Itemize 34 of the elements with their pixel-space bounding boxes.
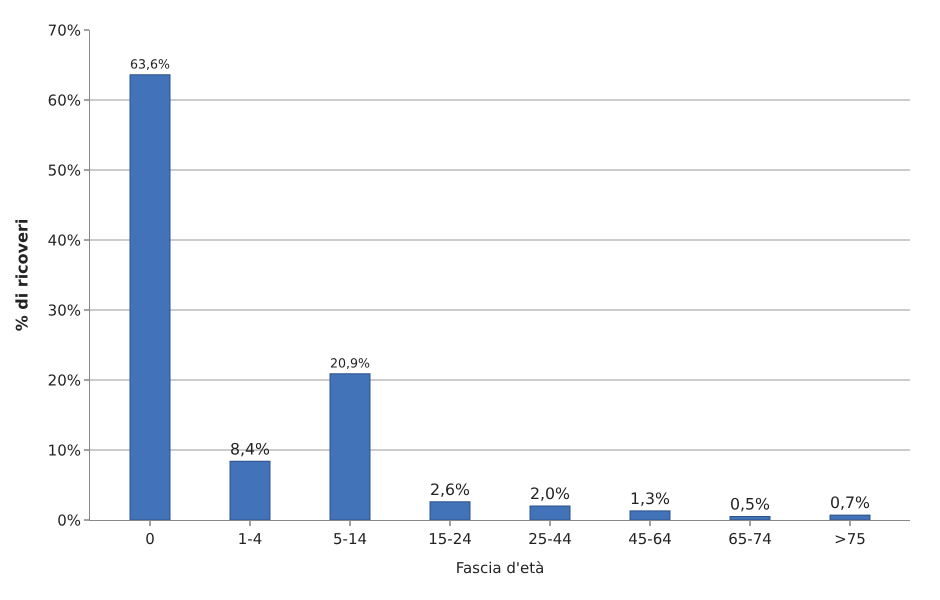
bar xyxy=(730,516,770,520)
y-tick-label: 70% xyxy=(48,21,81,40)
y-axis-title: % di ricoveri xyxy=(12,218,32,332)
data-label: 8,4% xyxy=(230,439,270,458)
x-tick-label: 0 xyxy=(145,530,155,548)
bar xyxy=(130,74,170,520)
bar xyxy=(330,373,370,520)
bar xyxy=(430,501,470,520)
data-label: 0,7% xyxy=(830,493,870,512)
y-tick-label: 40% xyxy=(48,231,81,250)
x-tick-label: 45-64 xyxy=(628,530,672,548)
data-label: 20,9% xyxy=(330,356,370,371)
x-tick-label: 5-14 xyxy=(332,530,368,548)
y-tick-label: 20% xyxy=(48,371,81,390)
x-tick-label: 1-4 xyxy=(238,530,262,548)
bar xyxy=(830,514,870,520)
y-tick-label: 0% xyxy=(57,511,81,530)
bar xyxy=(630,510,670,520)
data-label: 1,3% xyxy=(630,488,670,508)
x-tick-label: 25-44 xyxy=(528,530,572,548)
bar xyxy=(230,460,270,520)
y-tick-label: 60% xyxy=(48,91,81,110)
x-tick-label: 15-24 xyxy=(428,530,472,548)
x-tick-label: >75 xyxy=(834,530,866,548)
data-label: 2,6% xyxy=(430,480,470,499)
data-label: 2,0% xyxy=(530,484,570,504)
y-tick-label: 30% xyxy=(48,301,81,320)
y-tick-label: 10% xyxy=(48,441,81,460)
x-axis-title: Fascia d'età xyxy=(456,559,544,577)
bar xyxy=(530,506,570,520)
data-label: 0,5% xyxy=(730,494,770,514)
y-tick-label: 50% xyxy=(48,161,81,180)
x-tick-label: 65-74 xyxy=(728,530,772,548)
data-label: 63,6% xyxy=(130,56,170,72)
